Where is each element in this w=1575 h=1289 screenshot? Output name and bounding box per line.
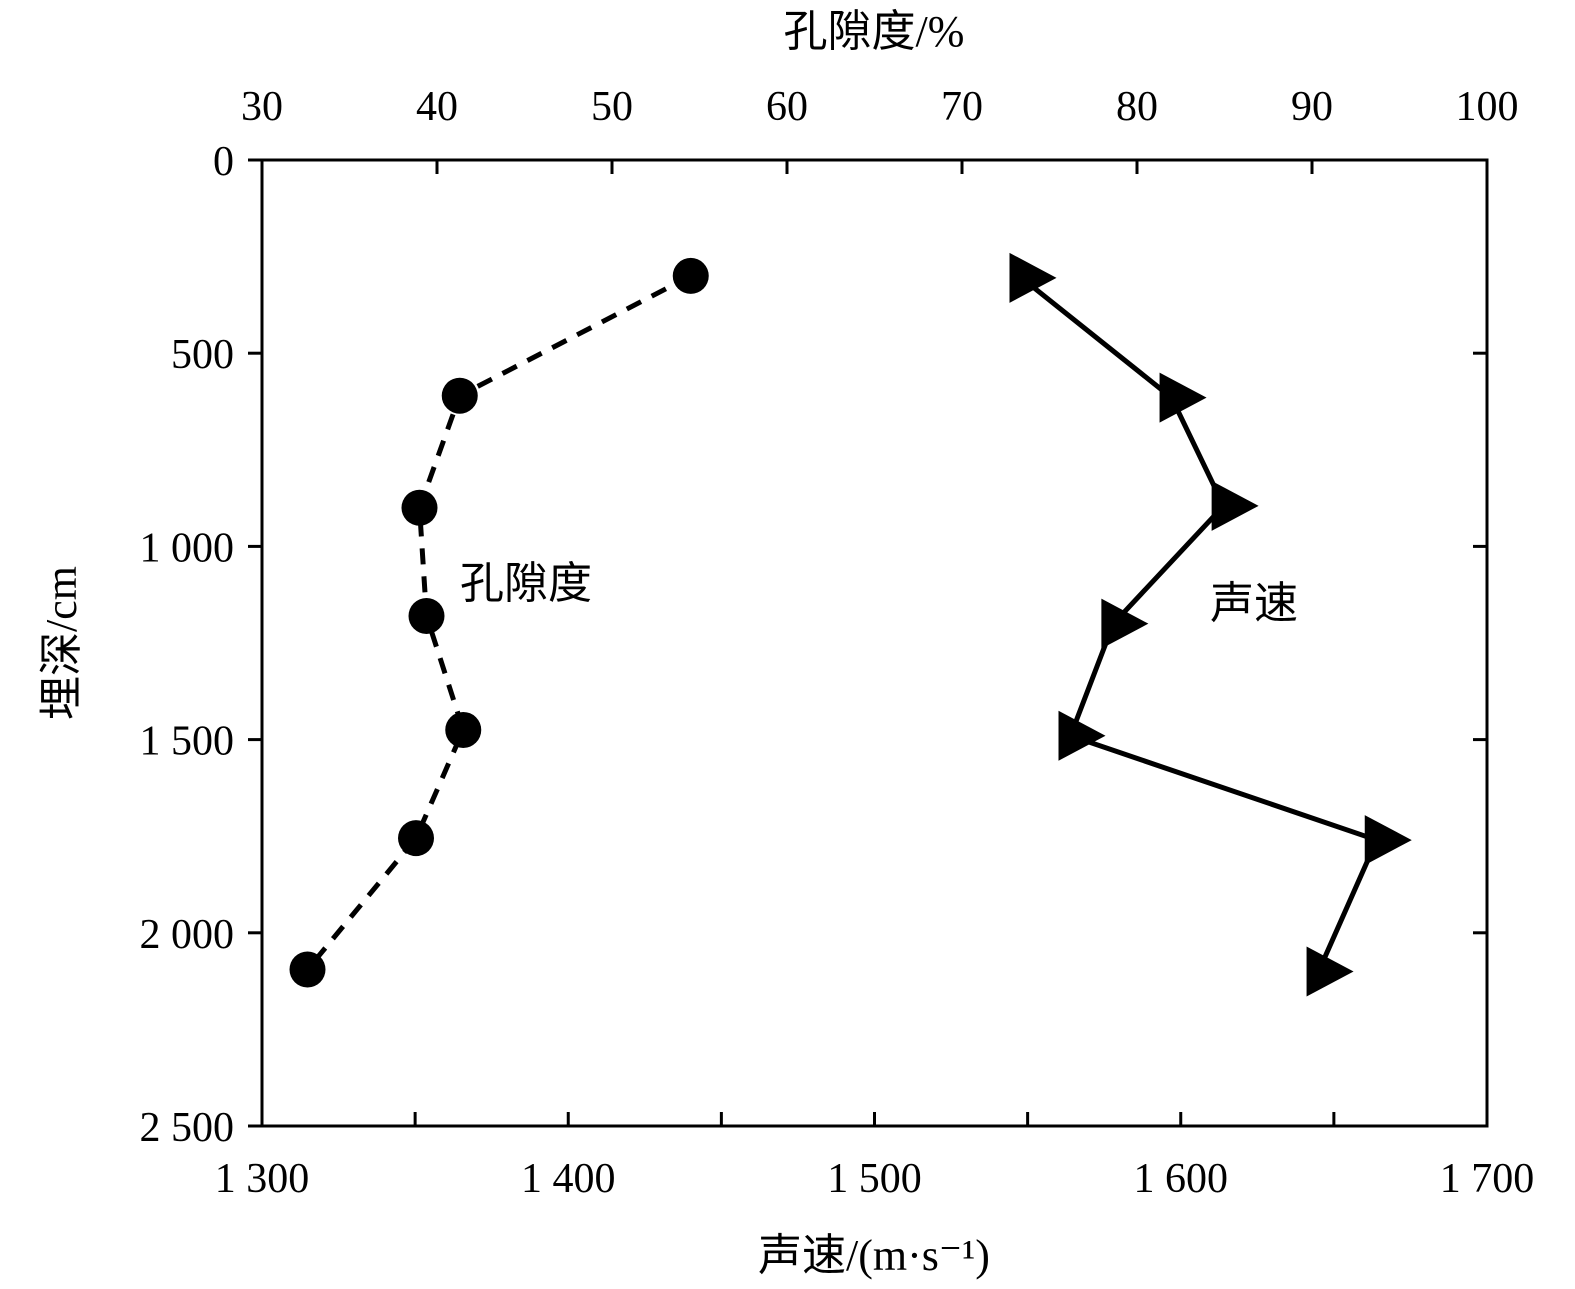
top-axis-tick-label: 100 <box>1456 84 1519 130</box>
bottom-axis-tick-label: 1 700 <box>1440 1156 1535 1202</box>
plot-frame <box>260 158 1489 1128</box>
series-label-1: 声速 <box>1210 579 1298 628</box>
porosity-marker <box>672 257 709 294</box>
series-line-0 <box>305 273 692 972</box>
velocity-marker <box>1058 710 1106 761</box>
series-line-1 <box>1019 275 1381 973</box>
bottom-axis-tick-label: 1 400 <box>521 1156 616 1202</box>
porosity-marker <box>445 711 482 748</box>
bottom-axis-tick-label: 1 600 <box>1134 1156 1229 1202</box>
bottom-axis-title: 声速/(m·s⁻¹) <box>758 1231 990 1280</box>
y-axis-tick-label: 2 500 <box>140 1105 235 1151</box>
y-axis-tick-label: 2 000 <box>140 912 235 958</box>
y-axis-tick-label: 1 000 <box>140 525 235 571</box>
velocity-marker <box>1211 480 1259 531</box>
top-axis-tick-label: 60 <box>766 84 808 130</box>
axes <box>248 158 1489 1128</box>
y-axis-tick-label: 1 500 <box>140 719 235 765</box>
top-axis-tick-label: 70 <box>941 84 983 130</box>
top-axis-tick-label: 90 <box>1291 84 1333 130</box>
velocity-marker <box>1364 815 1412 866</box>
y-axis-tick-label: 0 <box>213 139 234 185</box>
porosity-marker <box>408 597 445 634</box>
bottom-axis-tick-label: 1 500 <box>827 1156 922 1202</box>
top-axis-tick-label: 80 <box>1116 84 1158 130</box>
series-layer <box>289 252 1412 997</box>
velocity-marker <box>1101 598 1149 649</box>
velocity-marker <box>1159 372 1207 423</box>
porosity-marker <box>441 377 478 414</box>
top-axis-tick-label: 30 <box>241 84 283 130</box>
porosity-marker <box>401 489 438 526</box>
velocity-marker <box>1009 252 1057 303</box>
top-axis-tick-label: 40 <box>416 84 458 130</box>
porosity-marker <box>398 820 434 857</box>
y-axis-title: 埋深/cm <box>37 566 86 720</box>
series-label-0: 孔隙度 <box>460 559 592 608</box>
y-axis-tick-label: 500 <box>171 332 234 378</box>
velocity-marker <box>1306 946 1354 997</box>
top-axis-title: 孔隙度/% <box>784 7 965 56</box>
labels-layer: 30 40 50 60 70 80 90 100 1 300 1 400 1 500 1 600 1 7… <box>37 7 1534 1280</box>
bottom-axis-tick-label: 1 300 <box>215 1156 310 1202</box>
porosity-marker <box>289 951 326 988</box>
top-axis-tick-label: 50 <box>591 84 633 130</box>
